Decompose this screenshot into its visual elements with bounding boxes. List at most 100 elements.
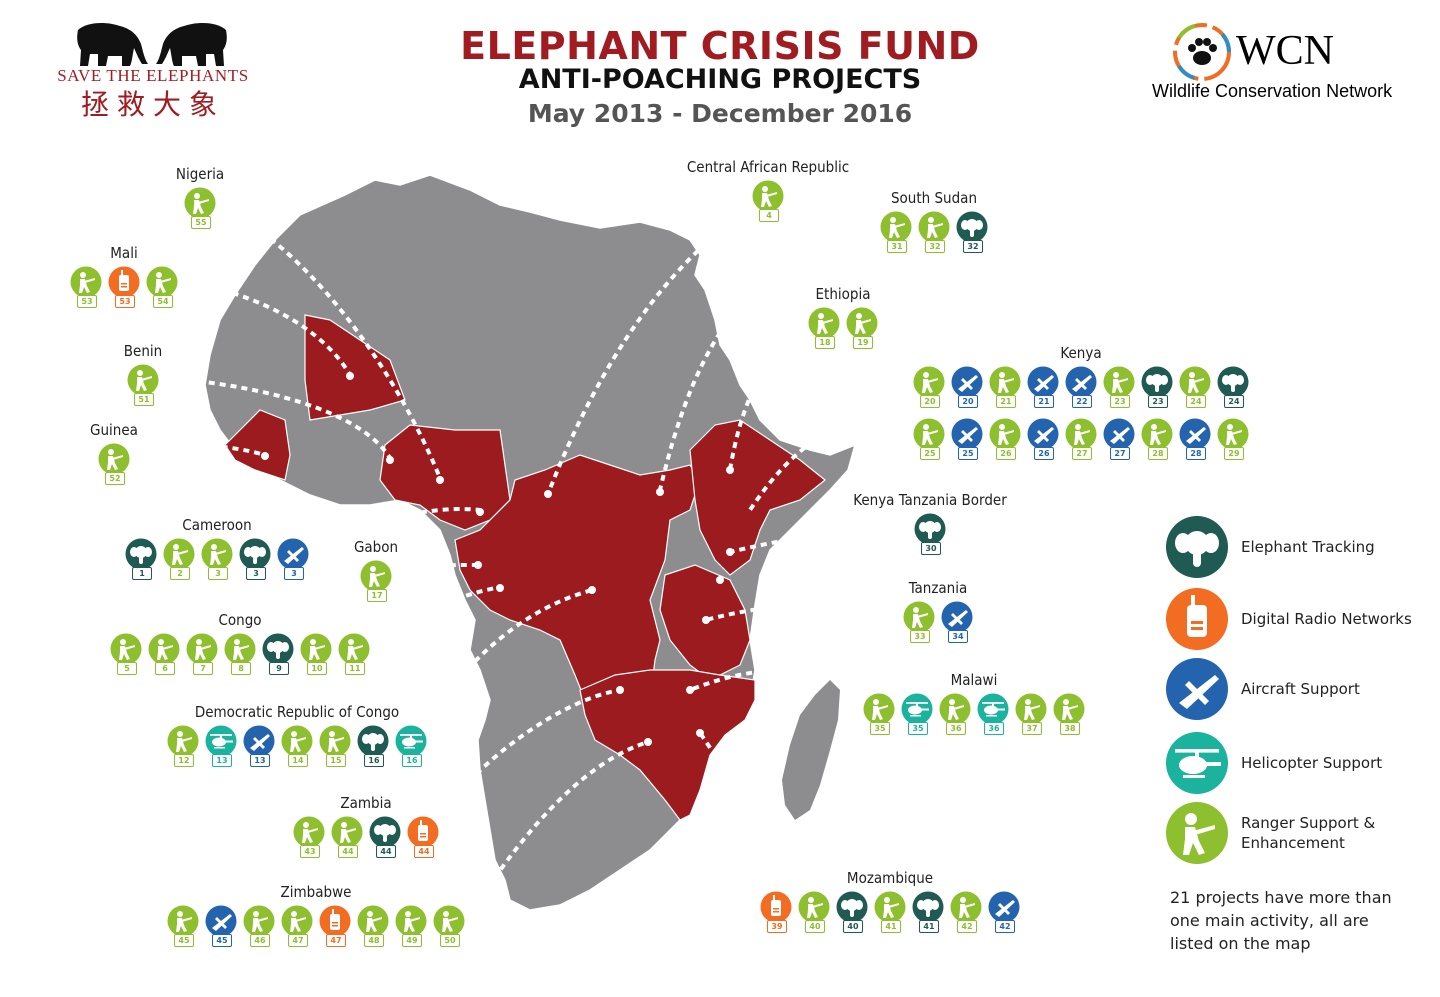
ranger-project-badge: 24 — [1179, 366, 1211, 408]
country-name: Gabon — [353, 538, 399, 556]
ranger-project-badge: 40 — [798, 891, 830, 933]
tracking-icon — [357, 725, 389, 757]
tracking-project-badge: 23 — [1141, 366, 1173, 408]
project-number: 14 — [288, 754, 308, 767]
country-name: Congo — [218, 611, 262, 629]
project-number: 41 — [881, 920, 901, 933]
ranger-project-badge: 7 — [186, 633, 218, 675]
legend-item-ranger: Ranger Support & Enhancement — [1165, 801, 1375, 865]
project-number: 52 — [105, 472, 125, 485]
ranger-project-badge: 28 — [1141, 418, 1173, 460]
ranger-project-badge: 45 — [167, 905, 199, 947]
project-number: 35 — [908, 722, 928, 735]
radio-project-badge: 39 — [760, 891, 792, 933]
ranger-icon — [184, 187, 216, 219]
aircraft-icon — [205, 905, 237, 937]
project-number: 44 — [338, 845, 358, 858]
aircraft-icon — [277, 538, 309, 570]
aircraft-icon — [988, 891, 1020, 923]
aircraft-project-badge: 27 — [1103, 418, 1135, 460]
project-number: 25 — [958, 447, 978, 460]
aircraft-icon — [951, 366, 983, 398]
ranger-icon — [1015, 693, 1047, 725]
ranger-icon — [281, 725, 313, 757]
aircraft-project-badge: 25 — [951, 418, 983, 460]
country-name: Tanzania — [908, 579, 968, 597]
project-icons: 53 53 54 — [58, 266, 190, 308]
madagascar — [782, 680, 840, 820]
aircraft-icon — [1027, 366, 1059, 398]
project-icons: 17 — [336, 560, 416, 602]
aircraft-project-badge: 22 — [1065, 366, 1097, 408]
country-group-malawi: Malawi 35 35 36 36 37 38 — [858, 671, 1090, 735]
aircraft-project-badge: 13 — [243, 725, 275, 767]
project-number: 28 — [1186, 447, 1206, 460]
ranger-project-badge: 47 — [281, 905, 313, 947]
project-icons: 30 — [850, 513, 1010, 555]
tracking-icon — [239, 538, 271, 570]
project-number: 16 — [402, 754, 422, 767]
ranger-icon — [1065, 418, 1097, 450]
ranger-project-badge: 14 — [281, 725, 313, 767]
ranger-icon — [98, 443, 130, 475]
project-number: 23 — [1110, 395, 1130, 408]
ranger-icon — [360, 560, 392, 592]
ranger-icon — [1217, 418, 1249, 450]
radio-project-badge: 53 — [108, 266, 140, 308]
ranger-project-badge: 25 — [913, 418, 945, 460]
project-number: 36 — [946, 722, 966, 735]
region-guinea — [224, 409, 291, 481]
ranger-icon — [293, 816, 325, 848]
project-number: 26 — [1034, 447, 1054, 460]
project-number: 8 — [231, 662, 251, 675]
country-name: Zimbabwe — [280, 883, 352, 901]
aircraft-project-badge: 28 — [1179, 418, 1211, 460]
project-number: 46 — [250, 934, 270, 947]
project-number: 32 — [963, 240, 983, 253]
ranger-project-badge: 49 — [395, 905, 427, 947]
ranger-project-badge: 20 — [913, 366, 945, 408]
country-name: Kenya — [1060, 344, 1102, 362]
project-number: 34 — [948, 630, 968, 643]
ranger-project-badge: 50 — [433, 905, 465, 947]
helicopter-project-badge: 16 — [395, 725, 427, 767]
country-group-car: Central African Republic 4 — [668, 158, 868, 222]
aircraft-icon — [1179, 418, 1211, 450]
tracking-project-badge: 30 — [914, 513, 946, 555]
project-number: 32 — [925, 240, 945, 253]
ranger-project-badge: 46 — [243, 905, 275, 947]
project-icons: 4 — [668, 180, 868, 222]
legend-label: Digital Radio Networks — [1241, 610, 1412, 628]
radio-project-badge: 44 — [407, 816, 439, 858]
ranger-icon — [950, 891, 982, 923]
country-name: Democratic Republic of Congo — [194, 703, 400, 721]
project-number: 45 — [174, 934, 194, 947]
project-number: 3 — [284, 567, 304, 580]
ranger-icon — [874, 891, 906, 923]
country-name: Kenya Tanzania Border — [853, 491, 1007, 509]
project-number: 26 — [996, 447, 1016, 460]
project-number: 44 — [376, 845, 396, 858]
country-group-mali: Mali 53 53 54 — [58, 244, 190, 308]
tracking-project-badge: 3 — [239, 538, 271, 580]
project-number: 53 — [77, 295, 97, 308]
ranger-icon — [163, 538, 195, 570]
ranger-icon — [863, 693, 895, 725]
ranger-icon — [127, 364, 159, 396]
legend-item-tracking: Elephant Tracking — [1165, 515, 1375, 579]
project-number: 19 — [853, 336, 873, 349]
project-number: 40 — [843, 920, 863, 933]
country-name: Cameroon — [182, 516, 252, 534]
project-number: 47 — [326, 934, 346, 947]
project-number: 9 — [269, 662, 289, 675]
date-range: May 2013 - December 2016 — [527, 99, 913, 128]
country-group-gabon: Gabon 17 — [336, 538, 416, 602]
project-icons: 1 2 3 3 3 — [117, 538, 317, 580]
tracking-icon — [1166, 516, 1228, 578]
ranger-icon — [224, 633, 256, 665]
project-icons: 31 32 32 — [868, 211, 1000, 253]
ranger-icon — [939, 693, 971, 725]
wcn-logo: WCN Wildlife Conservation Network — [1140, 18, 1410, 108]
ranger-icon — [913, 366, 945, 398]
country-name: Zambia — [340, 794, 392, 812]
